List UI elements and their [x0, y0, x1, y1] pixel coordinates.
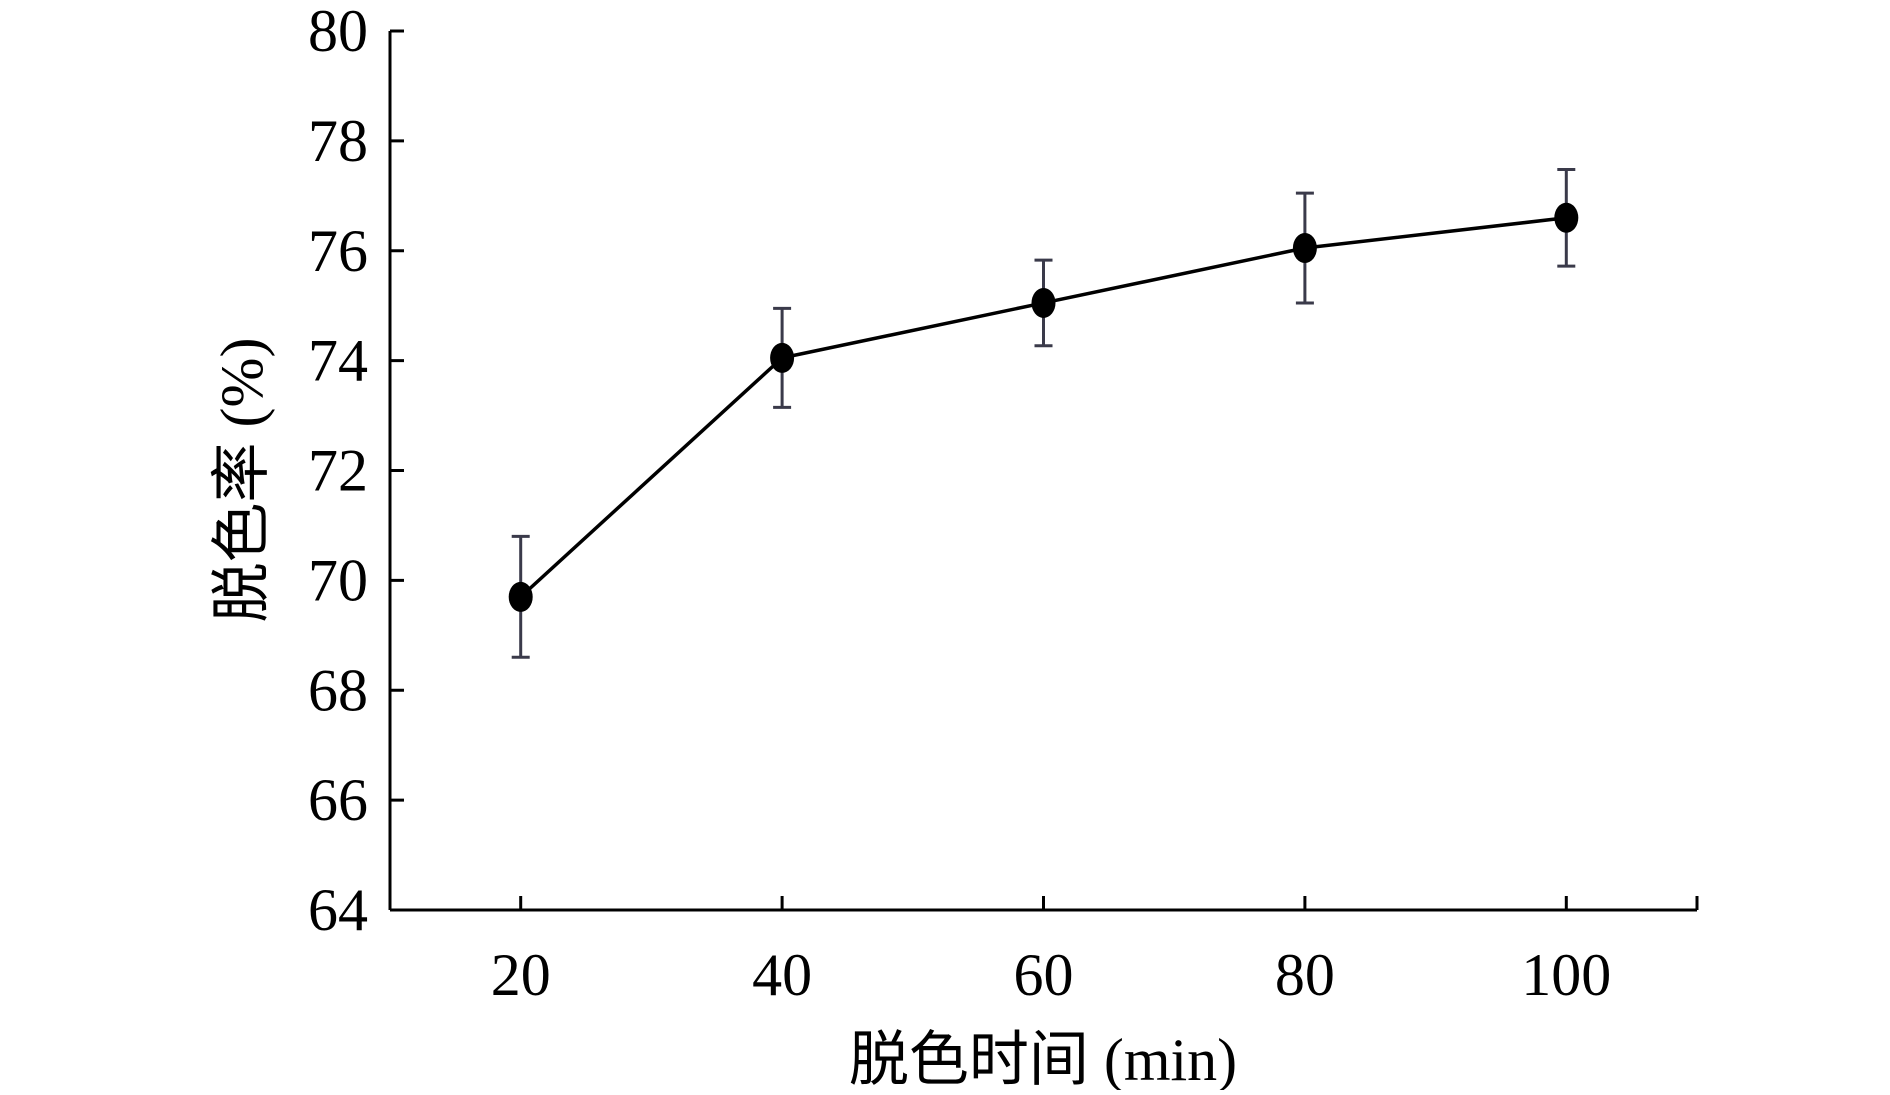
data-point	[1292, 233, 1317, 264]
y-ticks: 64 66 68 70 72 74 76 78 80	[308, 0, 404, 943]
y-axis-title: 脱色率 (%)	[209, 338, 275, 623]
series	[508, 167, 1579, 659]
data-point	[1554, 202, 1579, 233]
y-tick-label: 76	[308, 218, 368, 284]
x-axis-title: 脱色时间 (min)	[849, 1027, 1237, 1090]
y-tick-label: 74	[308, 328, 368, 394]
y-tick-label: 68	[308, 657, 368, 723]
data-point	[508, 581, 533, 612]
x-tick-label: 60	[1014, 942, 1074, 1008]
y-tick-label: 80	[308, 0, 368, 64]
y-tick-label: 70	[308, 547, 368, 613]
x-tick-label: 80	[1275, 942, 1335, 1008]
y-tick-label: 64	[308, 877, 368, 943]
axes	[388, 31, 1697, 912]
x-tick-label: 20	[491, 942, 551, 1008]
y-tick-label: 72	[308, 438, 368, 504]
data-point	[770, 342, 795, 373]
y-tick-label: 78	[308, 108, 368, 174]
data-point	[1031, 287, 1056, 318]
x-tick-label: 100	[1521, 942, 1611, 1008]
y-tick-label: 66	[308, 767, 368, 833]
x-ticks: 20 40 60 80 100	[491, 896, 1699, 1008]
x-tick-label: 40	[752, 942, 812, 1008]
